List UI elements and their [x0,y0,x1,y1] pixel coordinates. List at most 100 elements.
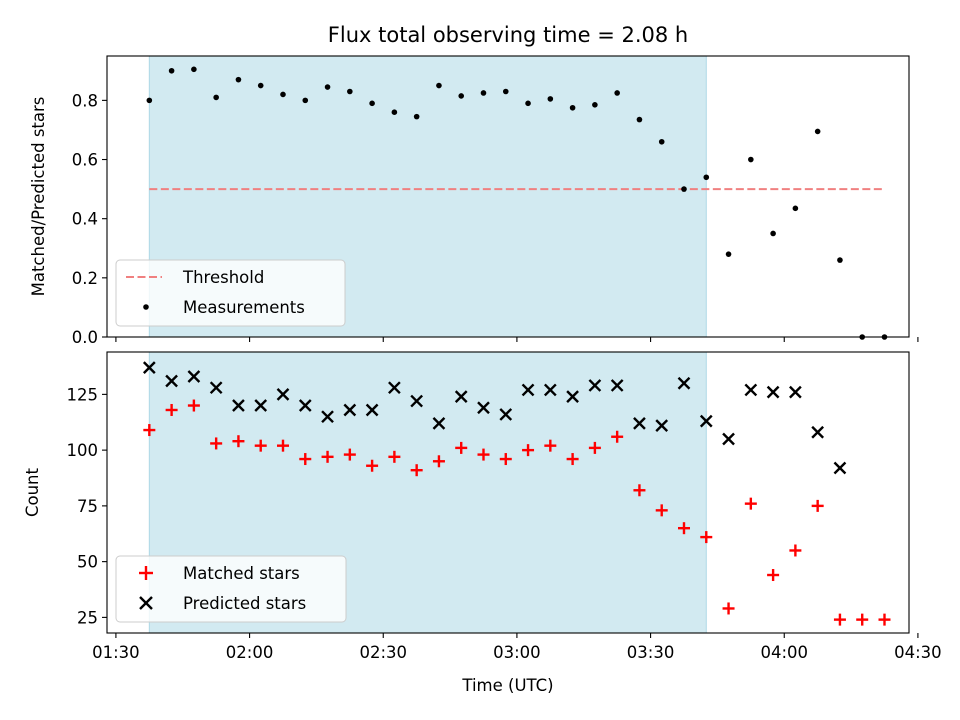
legend-matched-swatch [139,566,153,580]
measurement-point [458,93,465,99]
matched-star-point [655,504,668,517]
matched-star-point [522,444,535,457]
predicted-star-point [833,461,847,475]
chart-title: Flux total observing time = 2.08 h [328,23,688,47]
x-tick-label: 03:00 [493,643,541,662]
predicted-star-point [343,403,357,417]
x-tick-label: 02:00 [226,643,274,662]
matched-star-point [677,522,690,535]
y-tick-label: 100 [67,441,99,460]
predicted-stars-points [142,361,847,475]
legend-matched-label: Matched stars [183,564,300,583]
matched-star-point [299,453,312,466]
top-x-ticks [115,337,919,342]
predicted-star-point [410,394,424,408]
matched-star-point [767,569,780,582]
measurement-point [502,88,509,95]
predicted-star-point [789,385,802,399]
x-tick-label: 03:30 [627,643,675,662]
y-tick-label: 25 [77,608,98,627]
matched-star-point [165,403,178,416]
legend-predicted-swatch [139,596,153,610]
top-y-axis-label: Matched/Predicted stars [29,97,48,297]
y-tick-label: 0.8 [72,91,98,110]
predicted-star-point [633,417,646,430]
matched-star-point [187,399,200,412]
predicted-star-point [187,370,201,383]
legend-predicted-label: Predicted stars [183,594,306,613]
matched-star-point [388,450,401,463]
x-tick-label: 01:30 [92,643,140,662]
matched-star-point [210,437,223,450]
measurement-point [592,102,598,108]
measurement-point [569,104,576,111]
measurements-points [146,66,888,340]
predicted-star-point [254,399,268,412]
measurement-point [235,76,242,83]
predicted-star-point [610,379,624,392]
predicted-star-point [298,399,312,412]
matched-star-point [611,430,624,443]
predicted-star-point [521,383,535,397]
predicted-star-point [699,414,713,428]
x-tick-label: 02:30 [359,643,407,662]
matched-star-point [432,455,445,468]
matched-star-point [633,484,646,497]
measurement-point [302,97,309,104]
bottom-y-ticks: 25 50 75 100 125 [67,385,107,627]
matched-star-point [321,450,334,463]
measurement-point [191,66,197,73]
measurement-point [658,138,665,145]
top-axes-frame [106,55,910,338]
bottom-panel: 25 50 75 100 125 01:30 02:00 02:30 03:00 03:30 04… [23,351,942,695]
matched-star-point [833,613,846,626]
bottom-legend: Matched stars Predicted stars [115,555,347,623]
bottom-legend-box [115,555,347,623]
measurement-point [324,84,331,90]
y-tick-label: 50 [77,553,98,572]
measurement-point [547,96,554,102]
matched-star-point [410,464,423,477]
matched-star-point [856,613,869,626]
measurement-point [436,82,442,89]
legend-measurements-label: Measurements [183,298,305,317]
measurement-point [748,156,754,163]
predicted-star-point [655,419,669,432]
predicted-star-point [588,379,602,392]
predicted-star-point [744,383,758,397]
matched-star-point [499,453,512,466]
matched-star-point [700,531,713,544]
top-panel: 0.00.20.40.60.8 Matched/Predicted stars … [29,55,919,347]
measurement-point [257,82,264,89]
measurement-point [814,128,821,135]
top-legend: Threshold Measurements [115,259,346,327]
measurement-point [725,251,732,257]
measurement-point [480,90,487,96]
measurement-point [770,230,776,237]
predicted-star-point [209,381,223,395]
predicted-star-point [477,401,490,415]
measurement-point [703,174,710,181]
y-tick-label: 75 [77,497,98,516]
matched-star-point [276,439,289,452]
matched-star-point [588,441,601,454]
measurement-point [168,67,175,74]
matched-star-point [722,602,735,615]
matched-stars-points [143,399,891,626]
legend-measurements-swatch [143,304,149,310]
legend-threshold-label: Threshold [182,268,264,287]
y-tick-label: 0.0 [72,328,98,347]
predicted-star-point [677,376,691,390]
measurement-point [146,97,153,104]
measurement-point [525,100,531,107]
predicted-star-point [811,425,825,439]
matched-star-point [343,448,356,461]
measurement-point [369,100,375,107]
x-tick-label: 04:00 [760,643,808,662]
measurement-point [280,91,286,98]
matched-star-point [477,448,490,461]
top-legend-box [115,259,346,327]
measurement-point [347,88,353,95]
predicted-star-point [543,383,557,397]
top-y-ticks: 0.0 0.2 0.4 0.6 0.8 [72,91,107,347]
